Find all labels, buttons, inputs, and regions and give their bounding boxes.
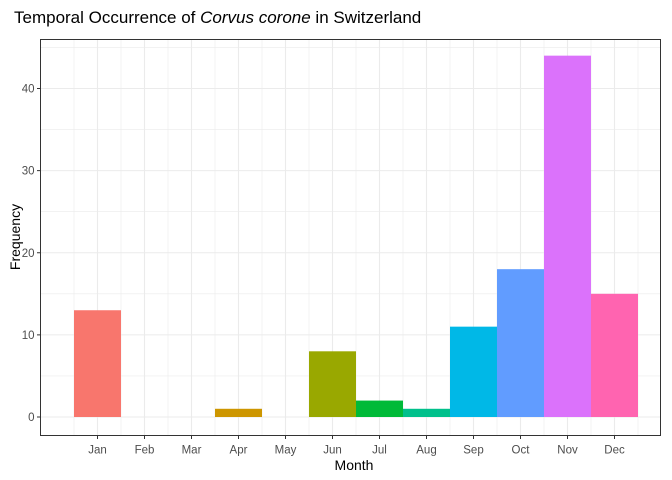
bar-jun <box>309 351 356 417</box>
y-tick-label: 0 <box>28 412 34 424</box>
y-tick-label: 30 <box>22 166 35 178</box>
x-tick-label-oct: Oct <box>512 445 531 457</box>
x-tick-label-nov: Nov <box>557 445 578 457</box>
chart-title: Temporal Occurrence of Corvus corone in … <box>14 8 421 27</box>
bar-aug <box>403 408 450 417</box>
x-tick-label-jan: Jan <box>88 445 107 457</box>
x-tick-label-mar: Mar <box>182 445 202 457</box>
chart-title-species: Corvus corone <box>200 8 311 27</box>
y-axis: 0 10 20 30 40 <box>22 84 41 424</box>
y-tick-label: 20 <box>22 248 35 260</box>
x-tick-label-jul: Jul <box>372 445 387 457</box>
y-tick-label: 10 <box>22 330 35 342</box>
x-tick-label-aug: Aug <box>416 445 436 457</box>
x-tick-label-jun: Jun <box>323 445 342 457</box>
x-tick-label-dec: Dec <box>604 445 625 457</box>
chart-title-suffix: in Switzerland <box>311 8 422 27</box>
chart-title-prefix: Temporal Occurrence of <box>14 8 200 27</box>
x-tick-label-may: May <box>275 445 297 457</box>
bar-jul <box>356 400 403 417</box>
y-axis-title: Frequency <box>7 204 23 270</box>
bars <box>74 55 638 418</box>
bar-oct <box>497 269 544 417</box>
x-axis-title: Month <box>335 457 374 473</box>
bar-jan <box>74 310 121 417</box>
bar-nov <box>544 55 591 418</box>
bar-sep <box>450 326 497 417</box>
x-tick-label-feb: Feb <box>135 445 155 457</box>
x-tick-label-sep: Sep <box>463 445 483 457</box>
x-tick-label-apr: Apr <box>230 445 248 457</box>
panel-border <box>40 39 661 436</box>
bar-apr <box>215 408 262 417</box>
x-axis: Jan Feb Mar Apr May Jun Jul Aug Sep Oct Nov Dec <box>88 435 625 457</box>
bar-dec <box>591 293 638 417</box>
y-tick-label: 40 <box>22 84 35 96</box>
